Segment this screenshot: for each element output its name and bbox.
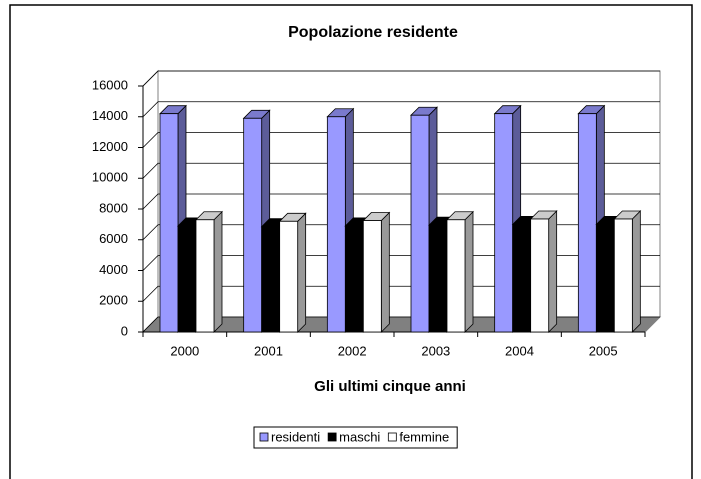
y-tick-label: 0	[121, 323, 128, 338]
bar	[278, 212, 307, 333]
bar-front	[512, 223, 532, 333]
grid-line	[142, 162, 660, 179]
grid-line	[142, 101, 660, 118]
x-tick-label: 2004	[505, 343, 534, 358]
grid-line	[142, 285, 660, 302]
bar-front	[410, 114, 430, 333]
bar-front	[595, 223, 615, 333]
bar-side	[631, 210, 641, 333]
y-tick-label: 6000	[99, 231, 128, 246]
legend-label: femmine	[399, 429, 449, 444]
bar-front	[530, 218, 550, 333]
x-tick-label: 2003	[421, 343, 450, 358]
y-tick-label: 12000	[92, 139, 128, 154]
legend-box	[253, 426, 458, 449]
bar	[362, 211, 391, 333]
y-tick-label: 4000	[99, 262, 128, 277]
legend-swatch	[259, 432, 269, 442]
grid-line	[142, 224, 660, 241]
x-tick-label: 2002	[338, 343, 367, 358]
legend-swatch	[387, 432, 397, 442]
grid-line	[142, 70, 660, 87]
legend-label: maschi	[339, 429, 380, 444]
bar	[446, 210, 474, 333]
grid-line	[142, 255, 660, 271]
y-tick-label: 2000	[99, 293, 128, 308]
bar-front	[494, 113, 514, 333]
bar-side	[380, 211, 390, 333]
x-tick-label: 2001	[254, 343, 283, 358]
legend-swatch	[327, 432, 337, 442]
bar-side	[297, 212, 307, 333]
x-tick-label: 2000	[170, 343, 199, 358]
grid-line	[142, 132, 660, 148]
y-tick-label: 8000	[99, 200, 128, 215]
bar	[613, 210, 642, 333]
legend-label: residenti	[271, 429, 320, 444]
x-tick-label: 2005	[589, 343, 618, 358]
bar-front	[195, 219, 215, 333]
grid-line	[142, 193, 660, 210]
bar-front	[577, 113, 597, 333]
x-axis-title: Gli ultimi cinque anni	[314, 378, 466, 395]
y-tick-label: 14000	[92, 108, 128, 123]
chart-frame	[9, 4, 693, 479]
chart-title: Popolazione residente	[288, 24, 458, 41]
y-tick-label: 10000	[92, 170, 128, 185]
bar-side	[548, 210, 558, 333]
bar-front	[279, 220, 299, 333]
grid-line	[142, 316, 660, 333]
bar-front	[344, 225, 364, 333]
bar	[529, 210, 558, 333]
bar-front	[362, 220, 382, 333]
bar-front	[261, 226, 281, 333]
bar-front	[159, 113, 179, 333]
bar-front	[326, 116, 346, 333]
bar-front	[446, 219, 466, 333]
bar	[195, 210, 223, 333]
bar-side	[464, 210, 474, 333]
y-tick-label: 16000	[92, 77, 128, 92]
bar-front	[243, 117, 263, 333]
bar-front	[428, 224, 448, 333]
bar-front	[177, 225, 197, 333]
bar-side	[213, 210, 223, 333]
bar-front	[613, 218, 633, 333]
